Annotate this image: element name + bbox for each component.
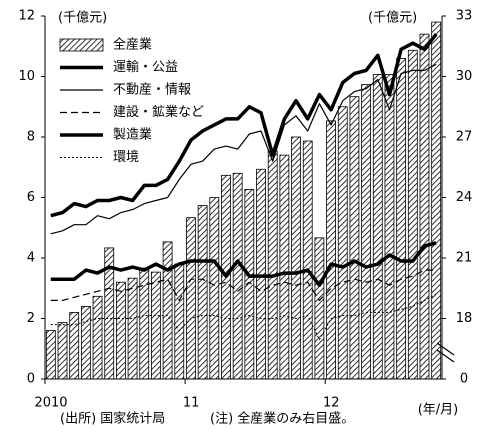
x-tick-label: 2010 [34, 396, 67, 411]
bar [431, 21, 442, 380]
y-tick-label: 12 [18, 9, 35, 24]
bar [162, 241, 173, 380]
bar [256, 168, 266, 380]
y2-axis-unit: (千億元) [368, 10, 417, 26]
bar [372, 74, 383, 380]
y2-tick-label: 0 [460, 372, 468, 387]
axis-break [436, 342, 455, 356]
y-tick-label: 8 [27, 130, 35, 145]
bar [419, 33, 430, 380]
x-tick-label: 11 [183, 396, 200, 411]
lines [50, 33, 438, 341]
bar [326, 120, 336, 380]
bar [384, 74, 395, 380]
legend-label: 不動産・情報 [113, 82, 191, 98]
bar [151, 271, 161, 380]
line-series [50, 33, 438, 218]
bar [69, 312, 80, 380]
bar [232, 172, 243, 380]
source-note: (出所) 国家统计局 [60, 411, 165, 427]
bar [45, 330, 56, 380]
bar [361, 84, 372, 380]
bar [92, 295, 103, 380]
y-tick-label: 10 [18, 69, 35, 84]
legend-label: 環境 [113, 150, 139, 165]
bars [45, 21, 442, 380]
y2-tick-label: 24 [456, 190, 473, 205]
y-tick-label: 0 [27, 372, 35, 387]
bar [314, 237, 325, 380]
bar [174, 263, 185, 380]
y2-tick-label: 33 [456, 9, 473, 24]
bar [209, 197, 220, 380]
bar [115, 281, 126, 380]
legend-label: 建設・鉱業など [113, 104, 204, 120]
legend-swatch [59, 38, 104, 52]
y2-tick-label: 21 [456, 251, 473, 266]
bar [127, 277, 138, 380]
bar [396, 57, 407, 380]
line-series [50, 293, 437, 341]
legend-label: 全産業 [113, 37, 152, 53]
legend-label: 運輸・公益 [113, 60, 178, 75]
y-tick-label: 6 [27, 190, 35, 205]
bar [267, 150, 278, 380]
footnote: (注) 全産業のみ右目盛。 [210, 411, 354, 427]
line-series [50, 63, 437, 235]
bar [302, 140, 313, 380]
x-axis-label: (年/月) [418, 403, 459, 418]
bar [291, 136, 301, 380]
bar [349, 96, 360, 380]
axis-break [436, 349, 455, 363]
y2-tick-label: 27 [456, 130, 473, 145]
x-tick-label: 12 [323, 396, 340, 411]
y2-tick-label: 30 [456, 69, 473, 84]
bar [57, 322, 68, 380]
y-tick-label: 4 [27, 251, 35, 266]
bar [407, 49, 418, 380]
legend-label: 製造業 [113, 127, 152, 143]
bar [197, 205, 208, 380]
bar [279, 154, 290, 380]
y2-tick-label: 18 [456, 311, 473, 326]
line-series [50, 241, 437, 287]
bar [186, 217, 196, 380]
bar [337, 106, 348, 380]
y-tick-label: 2 [27, 311, 35, 326]
y-axis-unit: (千億元) [58, 10, 107, 26]
bar [80, 305, 91, 380]
